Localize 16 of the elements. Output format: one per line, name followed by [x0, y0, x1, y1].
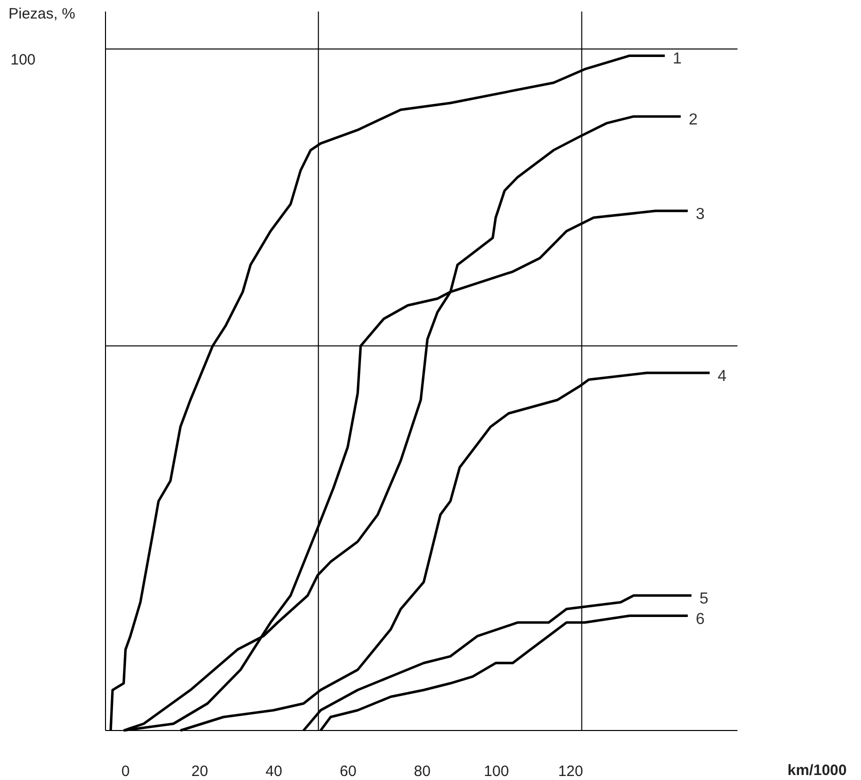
- text: 100: [10, 51, 36, 68]
- x-tick-label: 0: [121, 763, 130, 780]
- x-tick-label: 20: [191, 763, 208, 780]
- x-tick-label: 120: [558, 763, 584, 780]
- series-label: 4: [718, 368, 727, 385]
- series-label: 5: [700, 590, 709, 608]
- x-axis-title: km/1000: [788, 762, 847, 779]
- series-label: 6: [696, 610, 705, 628]
- series-label: 2: [688, 111, 698, 128]
- series-label: 3: [696, 206, 705, 223]
- x-tick-label: 60: [340, 763, 356, 780]
- x-tick-label: 80: [414, 763, 431, 780]
- y-axis-title: Piezas, %: [8, 6, 76, 22]
- x-tick-label: 100: [484, 763, 509, 780]
- series-label: 1: [672, 50, 682, 68]
- x-tick-label: 40: [266, 763, 282, 780]
